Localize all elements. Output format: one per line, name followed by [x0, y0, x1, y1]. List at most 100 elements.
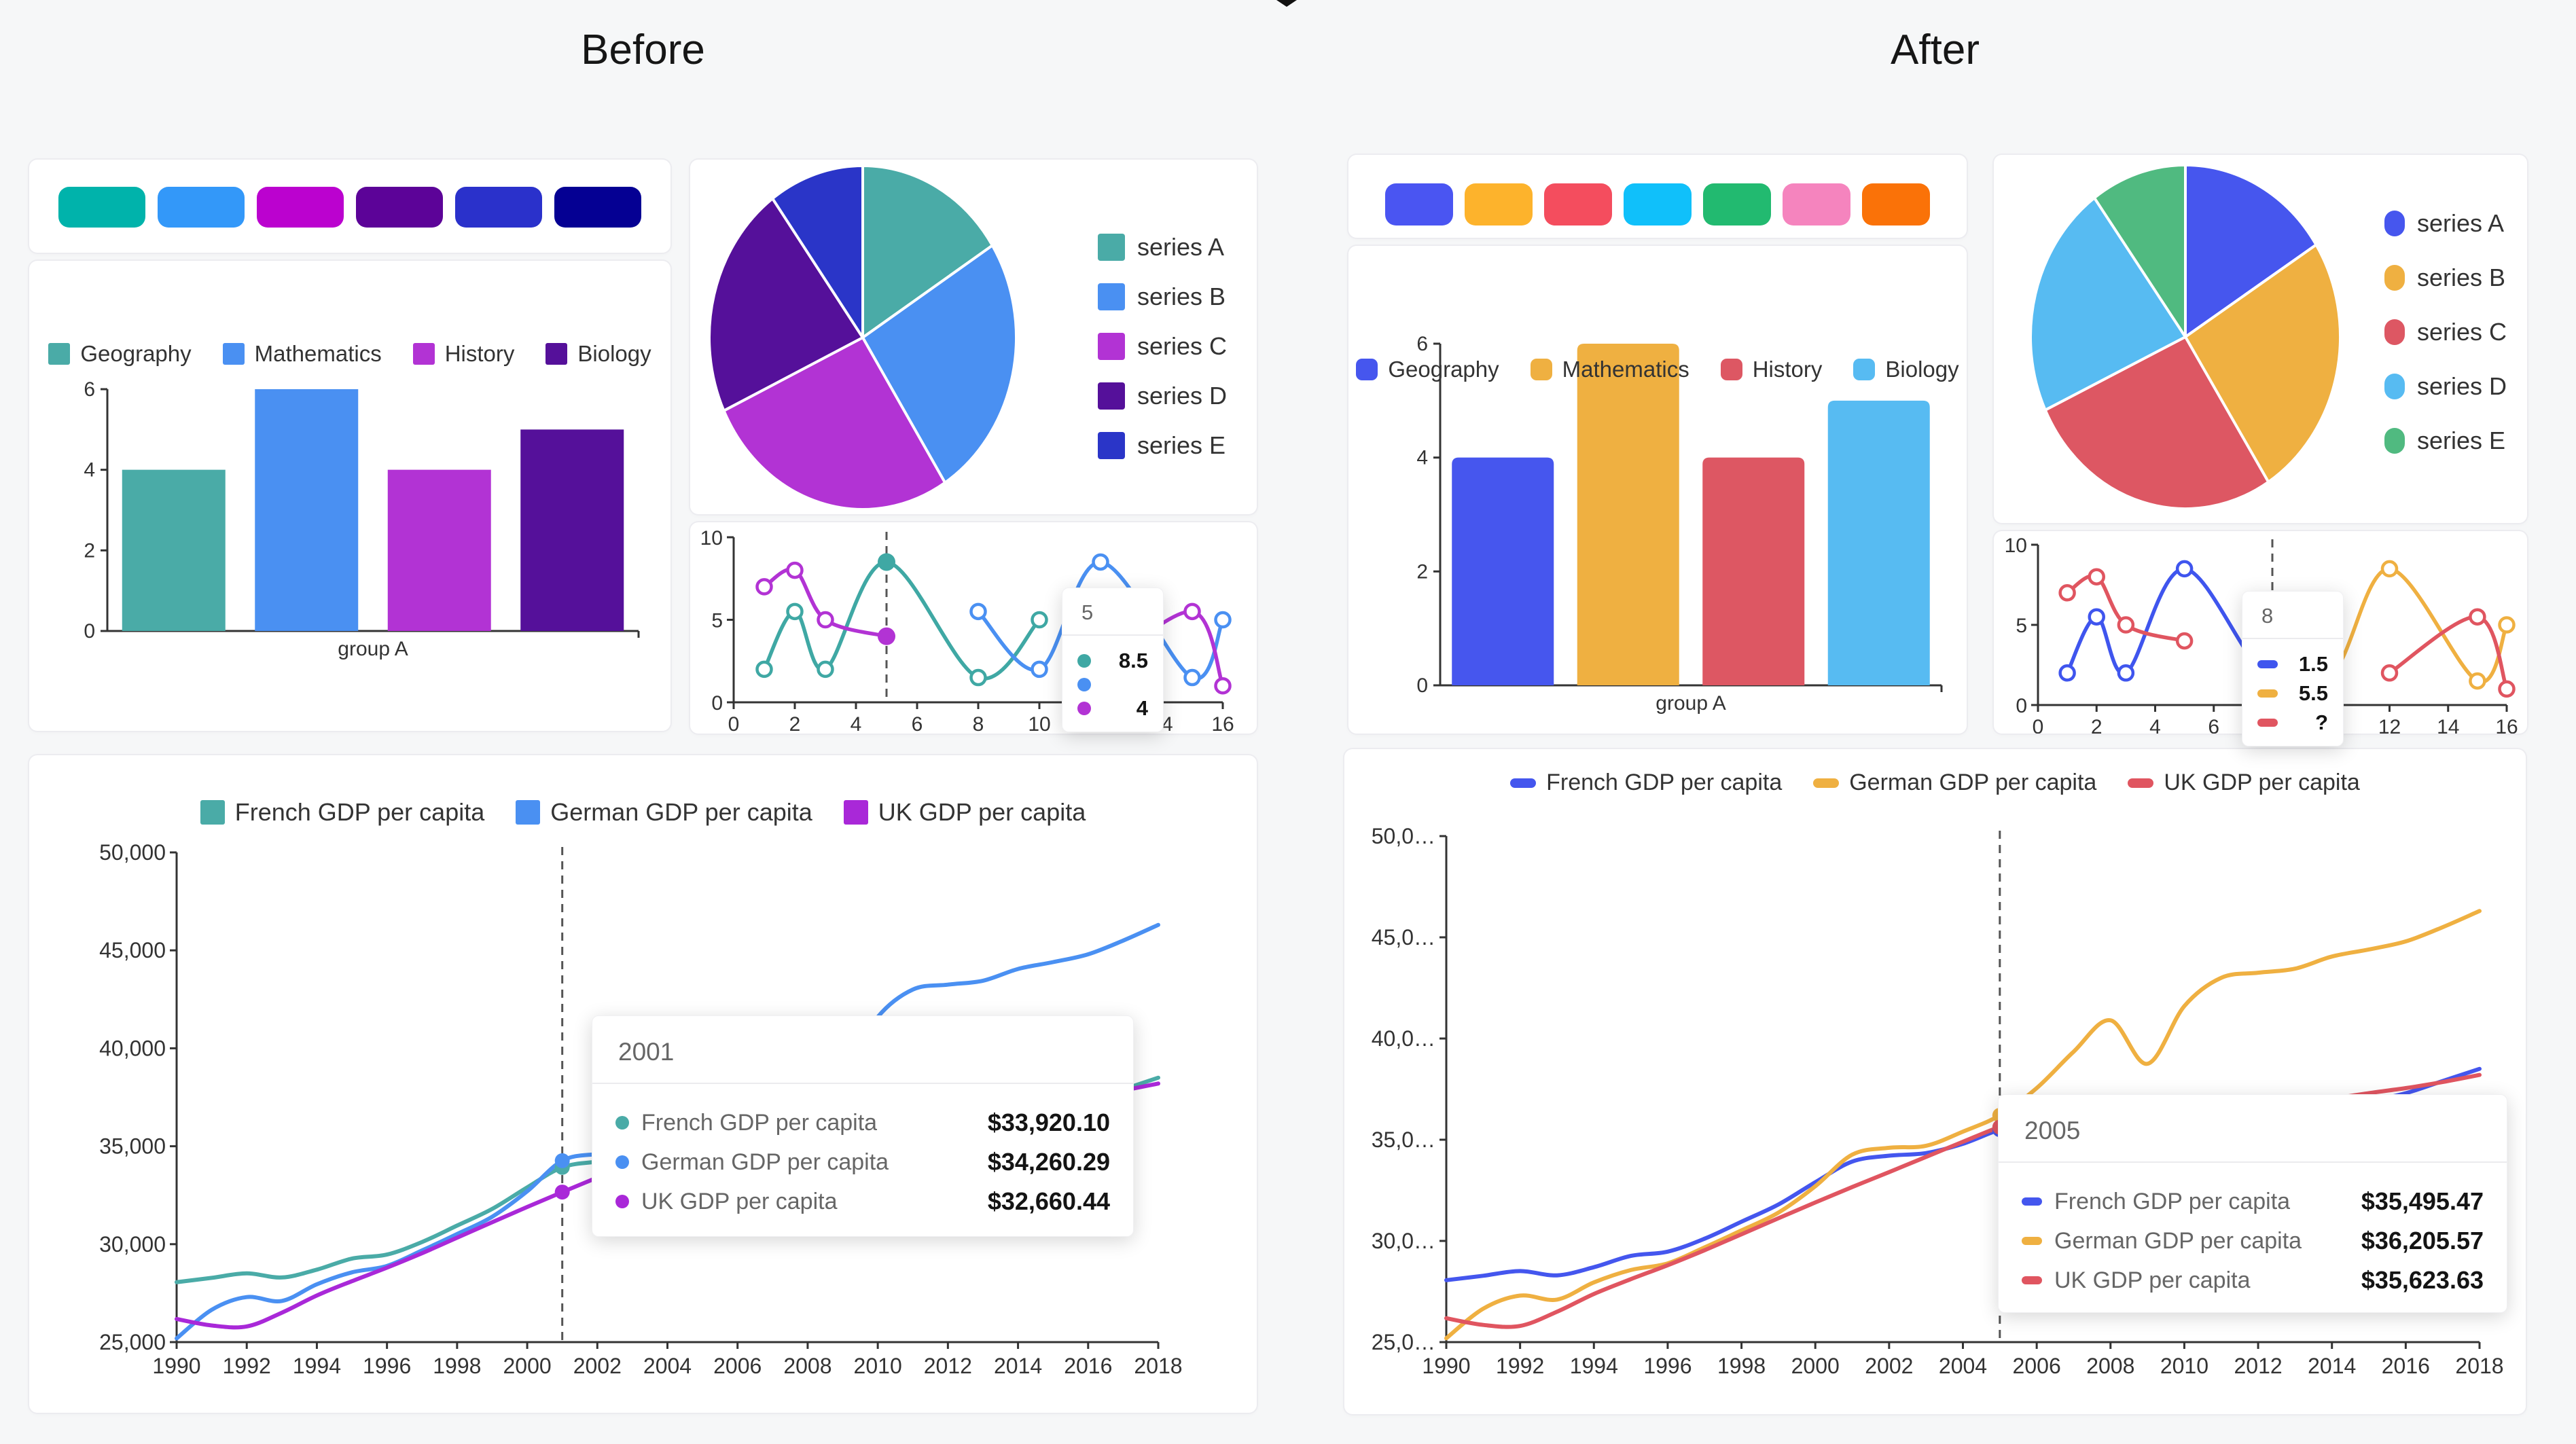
legend-item-series-C[interactable]: series C	[2384, 318, 2507, 346]
bar-mathematics[interactable]	[1577, 344, 1679, 685]
legend-item-series-B[interactable]: series B	[1098, 283, 1226, 311]
axis-label: 2018	[1134, 1354, 1182, 1378]
legend-item-biology[interactable]: Biology	[1853, 357, 1959, 382]
palette-swatch[interactable]	[1783, 183, 1850, 225]
legend-item-biology[interactable]: Biology	[545, 341, 651, 367]
legend-item-french-gdp-per-capita[interactable]: French GDP per capita	[200, 798, 484, 827]
legend-marker	[2384, 265, 2405, 291]
tooltip-title: 8	[2261, 604, 2274, 628]
axis-label: 4	[84, 459, 95, 482]
axis-label: 4	[2149, 716, 2161, 734]
palette-swatch[interactable]	[1862, 183, 1930, 225]
legend-item-uk-gdp-per-capita[interactable]: UK GDP per capita	[843, 798, 1086, 827]
legend-marker	[1098, 382, 1125, 410]
data-point	[755, 578, 773, 596]
pie-slice-series-A[interactable]	[2184, 164, 2318, 338]
palette-swatch[interactable]	[455, 187, 542, 228]
palette-swatch[interactable]	[158, 187, 245, 228]
tooltip-row: UK GDP per capita $32,660.44	[615, 1187, 1110, 1216]
legend-item-series-B[interactable]: series B	[2384, 264, 2505, 292]
palette-swatch[interactable]	[58, 187, 145, 228]
line-series-2[interactable]	[2065, 574, 2187, 643]
data-point	[2088, 568, 2105, 585]
before-title: Before	[581, 26, 705, 73]
pie-slice-series-E[interactable]	[771, 164, 864, 339]
pie-slice-series-D[interactable]	[2029, 196, 2187, 412]
data-point	[786, 602, 804, 621]
bar-geography[interactable]	[1452, 457, 1554, 685]
data-point	[1031, 660, 1048, 679]
legend-item-label: Mathematics	[254, 341, 382, 366]
legend-item-mathematics[interactable]: Mathematics	[222, 341, 382, 367]
legend-item-uk-gdp-per-capita[interactable]: UK GDP per capita	[2128, 770, 2360, 796]
bar-mathematics[interactable]	[255, 389, 359, 631]
legend-item-german-gdp-per-capita[interactable]: German GDP per capita	[1813, 770, 2096, 796]
bar-biology[interactable]	[1827, 400, 1930, 685]
tooltip-series-value: $36,205.57	[2361, 1227, 2484, 1255]
highlight-point	[878, 553, 895, 571]
legend-item-geography[interactable]: Geography	[48, 341, 192, 367]
bar-history[interactable]	[1702, 457, 1805, 685]
legend-item-series-A[interactable]: series A	[1098, 233, 1224, 261]
axis-label: 45,0…	[1372, 925, 1435, 950]
tooltip-series-value: $34,260.29	[987, 1148, 1110, 1176]
axis-label: 1998	[433, 1354, 481, 1378]
palette-swatch[interactable]	[257, 187, 344, 228]
pie-slice-series-E[interactable]	[2093, 164, 2187, 338]
after-line-chart-card: 0510024681012141681.55.5?	[1994, 531, 2527, 746]
legend-item-geography[interactable]: Geography	[1356, 357, 1499, 382]
legend-item-history[interactable]: History	[412, 341, 514, 367]
data-point	[755, 660, 773, 679]
legend-item-series-E[interactable]: series E	[1098, 431, 1226, 460]
legend-item-label: French GDP per capita	[1546, 770, 1783, 795]
palette-swatch[interactable]	[356, 187, 443, 228]
palette-swatch[interactable]	[1624, 183, 1692, 225]
tooltip-series-value: $35,623.63	[2361, 1266, 2484, 1294]
palette-swatch[interactable]	[1703, 183, 1771, 225]
line-series-german-gdp-per-capita[interactable]	[1444, 909, 2482, 1341]
pie-slice-series-B[interactable]	[2184, 243, 2342, 484]
legend-item-series-D[interactable]: series D	[2384, 372, 2507, 401]
axis-label: 16	[1211, 713, 1234, 734]
legend-item-series-D[interactable]: series D	[1098, 382, 1227, 410]
legend-item-label: series C	[1137, 332, 1228, 360]
line-series-0[interactable]	[762, 560, 1041, 681]
legend-item-german-gdp-per-capita[interactable]: German GDP per capita	[516, 798, 812, 827]
chart-legend: French GDP per capita German GDP per capi…	[1344, 770, 2526, 796]
pie-slice-series-A[interactable]	[861, 164, 994, 339]
tooltip-series-marker	[615, 1195, 629, 1208]
tooltip-title: 2005	[2024, 1117, 2081, 1144]
pie-slice-series-B[interactable]	[861, 244, 1018, 484]
legend-item-label: series D	[1137, 382, 1228, 410]
axis-label: 50,000	[99, 840, 166, 865]
line-series-2[interactable]	[762, 567, 889, 638]
axis-label: 2010	[854, 1354, 902, 1378]
axis-label: 16	[2495, 716, 2518, 734]
pie-slice-series-C[interactable]	[2043, 336, 2270, 510]
palette-swatch[interactable]	[1385, 183, 1453, 225]
highlight-point	[554, 1153, 570, 1168]
legend-item-series-C[interactable]: series C	[1098, 332, 1227, 361]
legend-item-french-gdp-per-capita[interactable]: French GDP per capita	[1510, 770, 1782, 796]
bar-biology[interactable]	[520, 429, 624, 631]
axis-label: 2010	[2160, 1354, 2208, 1378]
pie-slice-series-C[interactable]	[722, 336, 947, 511]
axis-label: 6	[912, 713, 923, 734]
legend-item-series-E[interactable]: series E	[2384, 427, 2505, 455]
axis-label: 50,0…	[1372, 824, 1435, 848]
chart-legend: Geography Mathematics History Biology	[29, 341, 670, 367]
tooltip-row: 4	[1077, 696, 1148, 721]
palette-swatch[interactable]	[1544, 183, 1612, 225]
bar-history[interactable]	[387, 469, 491, 631]
palette-swatch[interactable]	[1465, 183, 1533, 225]
data-point	[2498, 616, 2516, 634]
pie-slice-series-D[interactable]	[708, 197, 864, 412]
legend-item-mathematics[interactable]: Mathematics	[1530, 357, 1689, 382]
legend-item-history[interactable]: History	[1720, 357, 1822, 382]
bar-geography[interactable]	[122, 469, 226, 631]
axis-label: 1998	[1717, 1354, 1766, 1378]
axis-label: 2004	[1939, 1354, 1987, 1378]
legend-item-series-A[interactable]: series A	[2384, 209, 2504, 238]
palette-swatch[interactable]	[554, 187, 641, 228]
tooltip-series-value: $35,495.47	[2361, 1187, 2484, 1215]
